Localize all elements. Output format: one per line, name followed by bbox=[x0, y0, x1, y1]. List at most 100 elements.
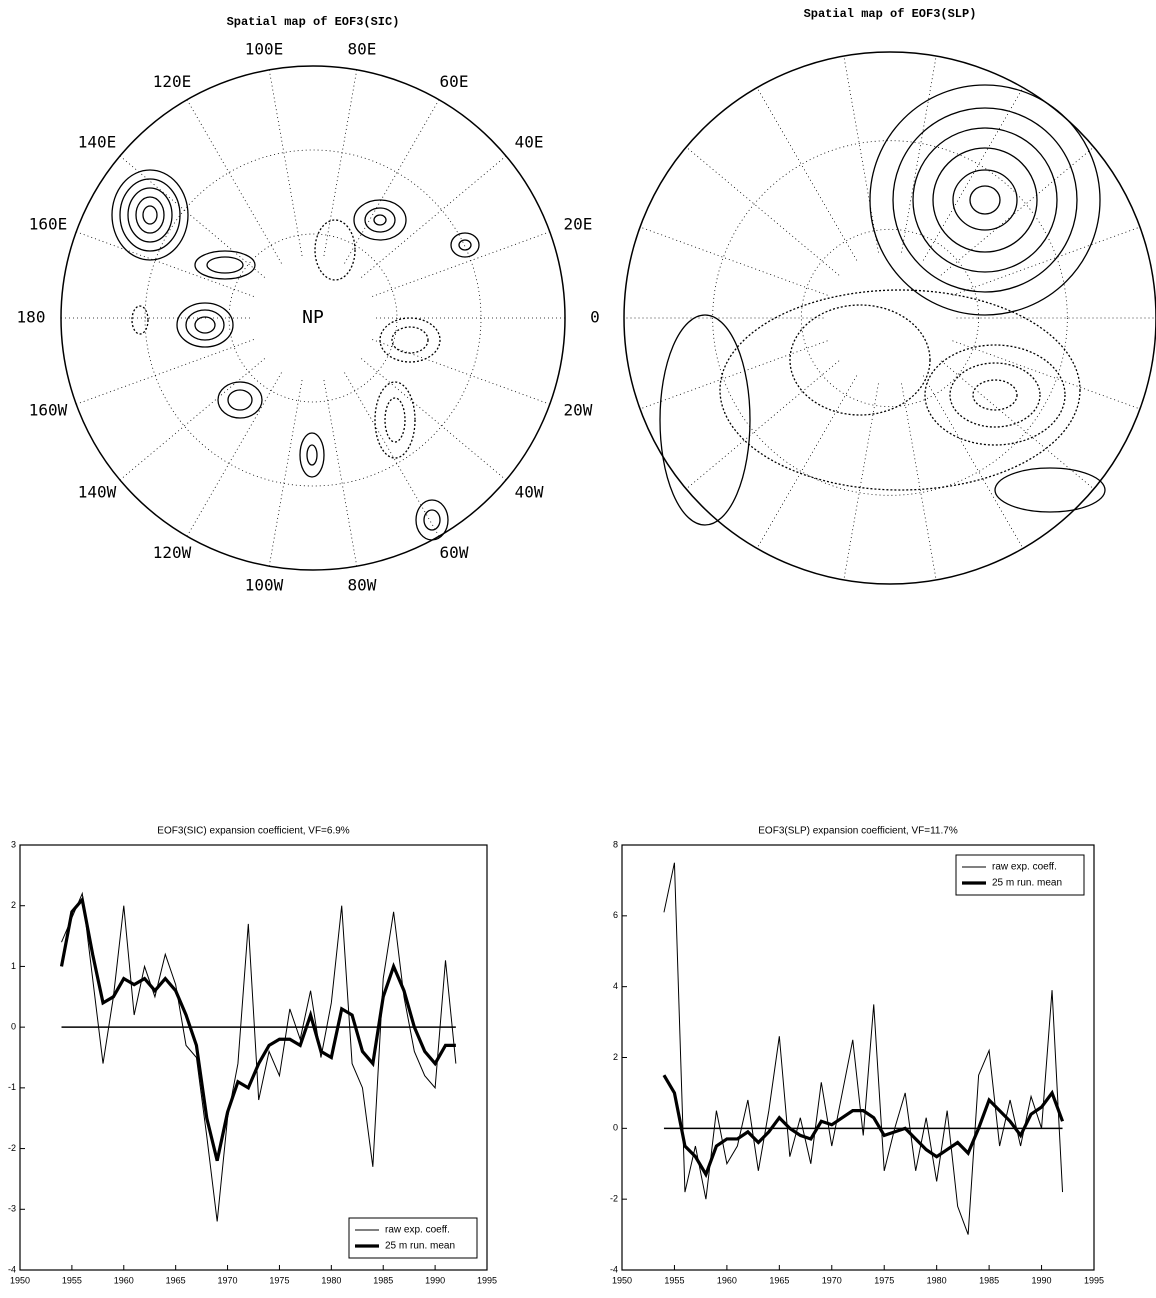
longitude-label: 80W bbox=[348, 575, 377, 594]
longitude-label: 80E bbox=[348, 40, 377, 59]
longitude-label: 140E bbox=[78, 133, 117, 152]
map-title: Spatial map of EOF3(SIC) bbox=[227, 15, 400, 29]
y-tick-label: 0 bbox=[613, 1123, 618, 1133]
longitude-label: 40W bbox=[515, 482, 544, 501]
y-tick-label: -1 bbox=[8, 1082, 16, 1092]
chart-title: EOF3(SLP) expansion coefficient, VF=11.7… bbox=[758, 826, 958, 837]
x-tick-label: 1960 bbox=[717, 1275, 737, 1285]
meridian bbox=[901, 383, 937, 581]
legend-box bbox=[348, 1217, 478, 1259]
series-line bbox=[61, 891, 457, 1222]
longitude-label: 100E bbox=[245, 40, 284, 59]
longitude-label: 100W bbox=[245, 575, 284, 594]
x-tick-label: 1990 bbox=[1032, 1275, 1052, 1285]
series-line bbox=[663, 862, 1064, 1235]
x-tick-label: 1990 bbox=[425, 1275, 445, 1285]
legend-label: 25 m run. mean bbox=[385, 1241, 455, 1252]
y-tick-label: 4 bbox=[613, 981, 618, 991]
meridian bbox=[639, 340, 828, 410]
y-tick-label: 6 bbox=[613, 910, 618, 920]
x-tick-label: 1985 bbox=[373, 1275, 393, 1285]
y-tick-label: 3 bbox=[11, 839, 16, 849]
meridian bbox=[843, 383, 879, 581]
y-tick-label: 0 bbox=[11, 1022, 16, 1032]
x-tick-label: 1950 bbox=[612, 1275, 632, 1285]
meridian bbox=[685, 360, 840, 490]
meridian bbox=[119, 358, 265, 481]
meridian bbox=[323, 379, 358, 567]
meridian bbox=[922, 375, 1024, 549]
x-tick-label: 1950 bbox=[10, 1275, 30, 1285]
longitude-label: 160E bbox=[29, 214, 68, 233]
pole-label: NP bbox=[302, 307, 324, 328]
meridian bbox=[843, 55, 879, 253]
longitude-label: 20E bbox=[564, 214, 593, 233]
x-tick-label: 1975 bbox=[874, 1275, 894, 1285]
meridian bbox=[952, 340, 1141, 410]
meridian bbox=[344, 99, 440, 264]
longitude-label: 20W bbox=[564, 401, 593, 420]
series-line bbox=[59, 896, 456, 1162]
x-tick-label: 1980 bbox=[321, 1275, 341, 1285]
y-tick-label: -4 bbox=[8, 1264, 16, 1274]
legend-label: raw exp. coeff. bbox=[385, 1225, 450, 1236]
series-line bbox=[662, 1074, 1065, 1179]
meridian bbox=[76, 339, 254, 405]
x-tick-label: 1980 bbox=[927, 1275, 947, 1285]
x-tick-label: 1995 bbox=[1084, 1275, 1104, 1285]
meridian bbox=[76, 231, 254, 297]
map-title: Spatial map of EOF3(SLP) bbox=[804, 7, 977, 21]
longitude-label: 0 bbox=[590, 308, 600, 327]
slp-contours bbox=[659, 84, 1106, 526]
y-tick-label: -2 bbox=[610, 1194, 618, 1204]
meridian bbox=[756, 87, 858, 261]
meridian bbox=[922, 87, 1024, 261]
x-tick-label: 1955 bbox=[664, 1275, 684, 1285]
meridian bbox=[186, 99, 282, 264]
y-tick-label: -3 bbox=[8, 1204, 16, 1214]
legend-box bbox=[955, 854, 1085, 896]
y-tick-label: 2 bbox=[613, 1052, 618, 1062]
meridian bbox=[639, 226, 828, 296]
meridian bbox=[186, 372, 282, 537]
x-tick-label: 1995 bbox=[477, 1275, 497, 1285]
longitude-label: 60E bbox=[440, 72, 469, 91]
longitude-label: 160W bbox=[29, 401, 68, 420]
meridian bbox=[901, 55, 937, 253]
slp-negative-contours bbox=[719, 289, 1081, 491]
longitude-label: 120W bbox=[153, 543, 192, 562]
y-tick-label: -2 bbox=[8, 1143, 16, 1153]
legend-label: raw exp. coeff. bbox=[992, 862, 1057, 873]
x-tick-label: 1965 bbox=[166, 1275, 186, 1285]
x-tick-label: 1975 bbox=[269, 1275, 289, 1285]
x-tick-label: 1970 bbox=[822, 1275, 842, 1285]
latitude-circle bbox=[712, 140, 1068, 496]
latitude-circle bbox=[800, 228, 980, 408]
legend-label: 25 m run. mean bbox=[992, 878, 1062, 889]
meridian bbox=[756, 375, 858, 549]
meridian bbox=[361, 358, 507, 481]
x-tick-label: 1970 bbox=[218, 1275, 238, 1285]
x-tick-label: 1985 bbox=[979, 1275, 999, 1285]
y-tick-label: 1 bbox=[11, 961, 16, 971]
meridian bbox=[344, 372, 440, 537]
y-tick-label: 2 bbox=[11, 900, 16, 910]
x-tick-label: 1960 bbox=[114, 1275, 134, 1285]
y-tick-label: -4 bbox=[610, 1264, 618, 1274]
plot-frame bbox=[19, 844, 488, 1271]
sic-negative-contours bbox=[131, 219, 441, 459]
longitude-label: 120E bbox=[153, 72, 192, 91]
meridian bbox=[685, 146, 840, 276]
longitude-label: 180 bbox=[17, 308, 46, 327]
plot-frame bbox=[621, 844, 1095, 1271]
chart-title: EOF3(SIC) expansion coefficient, VF=6.9% bbox=[157, 826, 350, 837]
map-border bbox=[623, 51, 1156, 585]
x-tick-label: 1965 bbox=[769, 1275, 789, 1285]
x-tick-label: 1955 bbox=[62, 1275, 82, 1285]
sic-contours bbox=[111, 169, 480, 541]
meridian bbox=[361, 155, 507, 278]
longitude-label: 60W bbox=[440, 543, 469, 562]
meridian bbox=[323, 69, 358, 257]
longitude-label: 40E bbox=[515, 133, 544, 152]
